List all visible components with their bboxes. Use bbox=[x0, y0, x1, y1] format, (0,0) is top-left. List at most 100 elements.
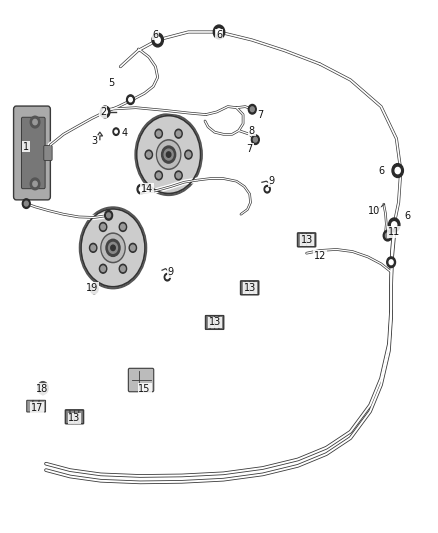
Circle shape bbox=[121, 224, 125, 230]
Text: 6: 6 bbox=[404, 211, 410, 221]
FancyBboxPatch shape bbox=[74, 410, 79, 424]
Circle shape bbox=[89, 244, 97, 252]
Circle shape bbox=[109, 243, 117, 253]
Circle shape bbox=[90, 284, 98, 294]
Circle shape bbox=[175, 129, 182, 138]
Circle shape bbox=[395, 167, 400, 174]
Text: 4: 4 bbox=[122, 128, 128, 138]
FancyBboxPatch shape bbox=[33, 400, 39, 412]
Circle shape bbox=[22, 199, 30, 208]
Circle shape bbox=[121, 266, 125, 271]
Text: 2: 2 bbox=[100, 107, 106, 117]
Circle shape bbox=[92, 287, 96, 291]
Circle shape bbox=[139, 187, 143, 191]
Circle shape bbox=[389, 260, 393, 265]
FancyBboxPatch shape bbox=[44, 146, 52, 160]
Text: 19: 19 bbox=[86, 283, 98, 293]
Circle shape bbox=[30, 178, 40, 190]
Circle shape bbox=[383, 230, 392, 241]
Circle shape bbox=[156, 140, 181, 169]
Circle shape bbox=[79, 207, 147, 289]
Text: 10: 10 bbox=[368, 206, 381, 215]
Text: 13: 13 bbox=[68, 414, 81, 423]
FancyBboxPatch shape bbox=[219, 316, 223, 329]
Text: 14: 14 bbox=[141, 184, 153, 194]
Circle shape bbox=[38, 382, 48, 394]
Circle shape bbox=[155, 129, 162, 138]
Circle shape bbox=[40, 385, 46, 391]
Circle shape bbox=[266, 188, 268, 191]
FancyBboxPatch shape bbox=[128, 368, 154, 392]
FancyBboxPatch shape bbox=[311, 233, 315, 247]
Circle shape bbox=[91, 245, 95, 251]
Circle shape bbox=[385, 233, 390, 238]
FancyBboxPatch shape bbox=[39, 400, 46, 412]
Text: 17: 17 bbox=[31, 403, 43, 413]
Circle shape bbox=[155, 37, 160, 43]
Text: 18: 18 bbox=[35, 384, 48, 394]
FancyBboxPatch shape bbox=[210, 316, 215, 329]
Text: 5: 5 bbox=[109, 78, 115, 87]
Circle shape bbox=[24, 201, 28, 206]
Circle shape bbox=[105, 211, 113, 220]
Text: 6: 6 bbox=[378, 166, 384, 175]
FancyBboxPatch shape bbox=[70, 410, 74, 424]
Circle shape bbox=[162, 146, 176, 163]
FancyBboxPatch shape bbox=[66, 410, 70, 424]
Circle shape bbox=[387, 257, 396, 268]
FancyBboxPatch shape bbox=[21, 117, 45, 189]
Circle shape bbox=[81, 209, 145, 287]
Circle shape bbox=[186, 152, 191, 157]
Circle shape bbox=[101, 233, 125, 263]
Circle shape bbox=[248, 104, 256, 114]
Circle shape bbox=[392, 222, 397, 228]
Circle shape bbox=[251, 135, 259, 144]
Text: 3: 3 bbox=[91, 136, 97, 146]
Circle shape bbox=[216, 29, 222, 35]
Circle shape bbox=[250, 107, 254, 112]
Circle shape bbox=[113, 128, 119, 135]
FancyBboxPatch shape bbox=[27, 400, 33, 412]
Circle shape bbox=[152, 33, 163, 47]
Circle shape bbox=[129, 244, 137, 252]
Circle shape bbox=[137, 184, 145, 194]
Circle shape bbox=[145, 150, 152, 159]
Circle shape bbox=[155, 171, 162, 180]
Circle shape bbox=[166, 152, 171, 157]
Circle shape bbox=[33, 181, 37, 187]
FancyBboxPatch shape bbox=[79, 410, 83, 424]
Text: 6: 6 bbox=[152, 30, 159, 39]
Circle shape bbox=[264, 185, 270, 193]
Circle shape bbox=[100, 106, 110, 118]
Text: 1: 1 bbox=[23, 142, 29, 151]
Circle shape bbox=[30, 116, 40, 128]
FancyBboxPatch shape bbox=[307, 233, 311, 247]
Circle shape bbox=[99, 222, 107, 231]
Circle shape bbox=[164, 149, 173, 160]
Text: 11: 11 bbox=[388, 227, 400, 237]
Circle shape bbox=[111, 245, 115, 251]
Circle shape bbox=[119, 222, 127, 231]
Circle shape bbox=[158, 141, 180, 168]
FancyBboxPatch shape bbox=[245, 281, 250, 295]
FancyBboxPatch shape bbox=[241, 281, 245, 295]
FancyBboxPatch shape bbox=[215, 316, 219, 329]
Circle shape bbox=[164, 273, 170, 281]
FancyBboxPatch shape bbox=[298, 233, 302, 247]
Circle shape bbox=[177, 131, 181, 136]
Circle shape bbox=[156, 173, 161, 178]
Text: 7: 7 bbox=[247, 144, 253, 154]
Circle shape bbox=[102, 235, 124, 261]
Circle shape bbox=[156, 131, 161, 136]
Circle shape bbox=[137, 116, 201, 193]
Text: 7: 7 bbox=[258, 110, 264, 119]
Circle shape bbox=[131, 245, 135, 251]
Circle shape bbox=[166, 276, 169, 279]
Text: 15: 15 bbox=[138, 384, 151, 394]
Circle shape bbox=[99, 264, 107, 273]
FancyBboxPatch shape bbox=[302, 233, 307, 247]
Circle shape bbox=[135, 114, 202, 196]
Circle shape bbox=[185, 150, 192, 159]
Circle shape bbox=[106, 239, 120, 256]
Circle shape bbox=[101, 224, 105, 230]
